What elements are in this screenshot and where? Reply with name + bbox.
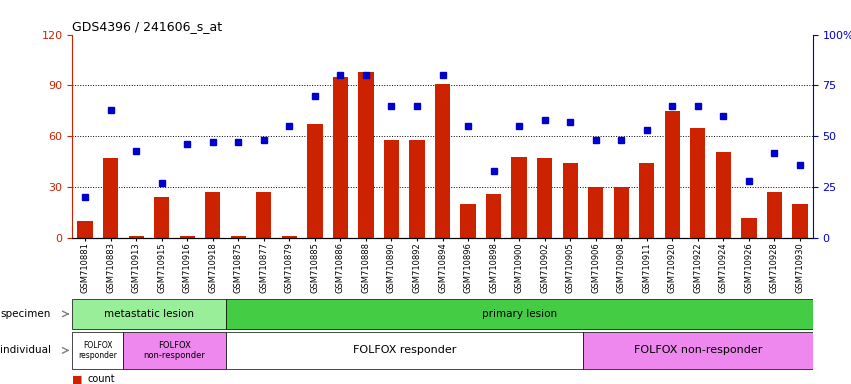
Text: specimen: specimen xyxy=(0,309,50,319)
Text: primary lesion: primary lesion xyxy=(482,309,557,319)
Text: FOLFOX
non-responder: FOLFOX non-responder xyxy=(144,341,205,360)
Bar xyxy=(486,194,501,238)
Bar xyxy=(716,152,731,238)
Bar xyxy=(256,192,271,238)
Bar xyxy=(614,187,629,238)
Bar xyxy=(792,204,808,238)
Bar xyxy=(307,124,323,238)
Text: individual: individual xyxy=(0,345,51,356)
Bar xyxy=(358,72,374,238)
Bar xyxy=(205,192,220,238)
Text: ■: ■ xyxy=(72,374,83,384)
Bar xyxy=(583,332,813,369)
Bar xyxy=(460,204,476,238)
Bar xyxy=(226,332,583,369)
Bar xyxy=(72,299,226,329)
Bar xyxy=(154,197,169,238)
Bar xyxy=(103,158,118,238)
Bar xyxy=(180,237,195,238)
Bar xyxy=(77,221,93,238)
Bar xyxy=(435,84,450,238)
Bar xyxy=(588,187,603,238)
Bar xyxy=(72,332,123,369)
Text: FOLFOX responder: FOLFOX responder xyxy=(352,345,456,356)
Bar xyxy=(123,332,226,369)
Bar xyxy=(511,157,527,238)
Bar xyxy=(639,164,654,238)
Bar xyxy=(226,299,813,329)
Bar xyxy=(537,158,552,238)
Bar xyxy=(690,128,705,238)
Bar xyxy=(741,218,757,238)
Text: count: count xyxy=(88,374,115,384)
Bar xyxy=(333,77,348,238)
Bar xyxy=(665,111,680,238)
Text: metastatic lesion: metastatic lesion xyxy=(104,309,194,319)
Bar xyxy=(282,237,297,238)
Bar xyxy=(231,237,246,238)
Bar xyxy=(409,140,425,238)
Bar xyxy=(563,164,578,238)
Text: FOLFOX non-responder: FOLFOX non-responder xyxy=(634,345,762,356)
Text: GDS4396 / 241606_s_at: GDS4396 / 241606_s_at xyxy=(72,20,222,33)
Text: FOLFOX
responder: FOLFOX responder xyxy=(78,341,117,360)
Bar xyxy=(384,140,399,238)
Bar xyxy=(129,237,144,238)
Bar xyxy=(767,192,782,238)
